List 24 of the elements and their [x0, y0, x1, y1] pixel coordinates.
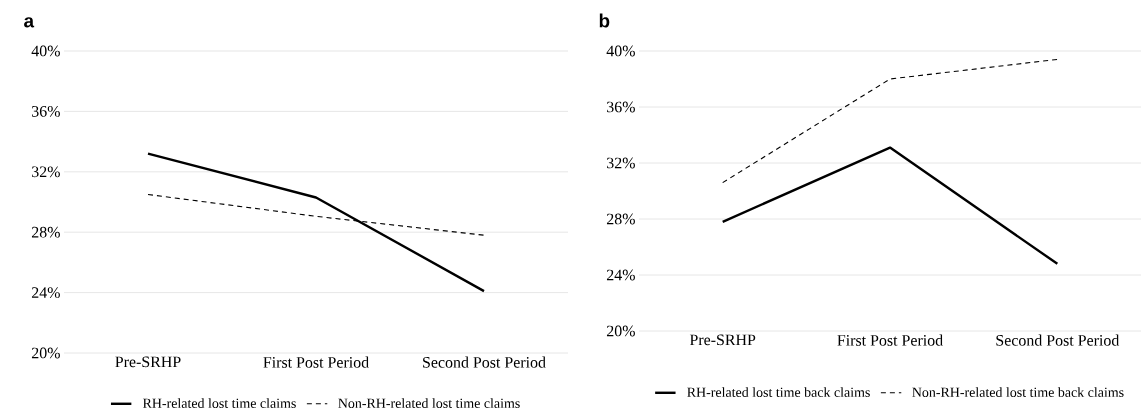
x-tick-label: First Post Period [837, 334, 943, 346]
x-tick-label: Second Post Period [423, 356, 546, 368]
legend-label: RH-related lost time claims [142, 398, 296, 409]
x-tick-label: Pre-SRHP [689, 334, 756, 346]
y-tick-label: 40% [606, 45, 635, 57]
chart-title: b [599, 13, 610, 28]
y-tick-label: 32% [607, 157, 635, 169]
y-tick-label: 28% [606, 213, 635, 225]
y-tick-label: 28% [31, 226, 60, 238]
y-tick-label: 32% [32, 166, 60, 178]
y-tick-label: 24% [31, 287, 60, 298]
x-tick-label: First Post Period [263, 356, 369, 368]
x-tick-label: Second Post Period [996, 334, 1120, 346]
y-tick-label: 36% [32, 106, 60, 117]
y-tick-label: 36% [607, 101, 635, 113]
chart-title: a [24, 17, 35, 28]
x-tick-label: Pre-SRHP [115, 356, 181, 368]
legend-label: RH-related lost time back claims [687, 387, 870, 398]
y-tick-label: 20% [31, 347, 60, 359]
y-tick-label: 20% [606, 325, 635, 337]
legend-label: Non-RH-related lost time back claims [912, 387, 1124, 398]
legend-label: Non-RH-related lost time claims [338, 398, 520, 409]
y-tick-label: 40% [31, 45, 60, 57]
y-tick-label: 24% [606, 269, 635, 281]
